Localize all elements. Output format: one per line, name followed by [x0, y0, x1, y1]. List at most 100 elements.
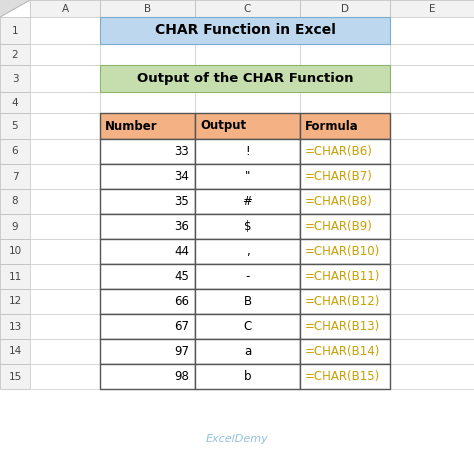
Bar: [390, 339, 474, 364]
Bar: [390, 264, 474, 289]
Text: C: C: [243, 320, 252, 333]
Bar: [195, 264, 300, 289]
Bar: [30, 364, 100, 389]
Bar: [195, 92, 300, 113]
Bar: [30, 239, 100, 264]
Bar: [195, 314, 300, 339]
Text: b: b: [244, 370, 251, 383]
Text: =CHAR(B12): =CHAR(B12): [305, 295, 380, 308]
Bar: [100, 0, 195, 17]
Text: =CHAR(B10): =CHAR(B10): [305, 245, 380, 258]
Text: =CHAR(B7): =CHAR(B7): [305, 170, 373, 183]
Bar: [0, 364, 30, 389]
Text: 1: 1: [12, 26, 18, 35]
Polygon shape: [0, 0, 30, 17]
Bar: [100, 17, 195, 44]
Text: 35: 35: [174, 195, 189, 208]
Bar: [300, 239, 390, 264]
Bar: [100, 164, 195, 189]
Bar: [300, 113, 390, 139]
Bar: [100, 113, 195, 139]
Bar: [0, 113, 30, 139]
Text: 7: 7: [12, 172, 18, 181]
Bar: [100, 214, 195, 239]
Bar: [100, 214, 195, 239]
Bar: [390, 92, 474, 113]
Bar: [195, 189, 300, 214]
Bar: [300, 65, 390, 92]
Text: 98: 98: [174, 370, 189, 383]
Bar: [195, 264, 300, 289]
Bar: [0, 314, 30, 339]
Bar: [195, 214, 300, 239]
Text: 12: 12: [9, 296, 22, 307]
Bar: [0, 139, 30, 164]
Bar: [195, 239, 300, 264]
Bar: [195, 364, 300, 389]
Bar: [30, 65, 100, 92]
Bar: [390, 289, 474, 314]
Bar: [30, 139, 100, 164]
Bar: [300, 364, 390, 389]
Bar: [390, 214, 474, 239]
Bar: [195, 164, 300, 189]
Bar: [300, 214, 390, 239]
Text: =CHAR(B15): =CHAR(B15): [305, 370, 380, 383]
Bar: [195, 65, 300, 92]
Bar: [300, 164, 390, 189]
Bar: [195, 164, 300, 189]
Text: 8: 8: [12, 197, 18, 207]
Bar: [100, 239, 195, 264]
Bar: [300, 189, 390, 214]
Text: 67: 67: [174, 320, 189, 333]
Text: CHAR Function in Excel: CHAR Function in Excel: [155, 23, 336, 38]
Bar: [100, 65, 390, 92]
Text: D: D: [341, 4, 349, 13]
Bar: [30, 189, 100, 214]
Text: 15: 15: [9, 371, 22, 382]
Bar: [100, 264, 195, 289]
Bar: [100, 189, 195, 214]
Bar: [30, 44, 100, 65]
Bar: [300, 139, 390, 164]
Text: =CHAR(B8): =CHAR(B8): [305, 195, 373, 208]
Bar: [100, 113, 195, 139]
Bar: [30, 17, 100, 44]
Bar: [195, 113, 300, 139]
Text: !: !: [245, 145, 250, 158]
Bar: [195, 44, 300, 65]
Text: 11: 11: [9, 272, 22, 282]
Bar: [300, 314, 390, 339]
Bar: [100, 289, 195, 314]
Text: Output: Output: [200, 119, 246, 132]
Text: 66: 66: [174, 295, 189, 308]
Bar: [100, 339, 195, 364]
Bar: [390, 0, 474, 17]
Bar: [100, 17, 390, 44]
Text: 97: 97: [174, 345, 189, 358]
Text: 3: 3: [12, 74, 18, 84]
Bar: [195, 113, 300, 139]
Bar: [300, 189, 390, 214]
Bar: [390, 239, 474, 264]
Text: 33: 33: [174, 145, 189, 158]
Bar: [30, 314, 100, 339]
Bar: [300, 339, 390, 364]
Bar: [300, 214, 390, 239]
Bar: [195, 364, 300, 389]
Text: ,: ,: [246, 245, 249, 258]
Bar: [390, 65, 474, 92]
Text: E: E: [429, 4, 435, 13]
Bar: [30, 113, 100, 139]
Bar: [0, 189, 30, 214]
Bar: [390, 164, 474, 189]
Text: =CHAR(B13): =CHAR(B13): [305, 320, 380, 333]
Bar: [390, 314, 474, 339]
Bar: [100, 139, 195, 164]
Bar: [390, 113, 474, 139]
Text: 9: 9: [12, 221, 18, 232]
Bar: [30, 289, 100, 314]
Bar: [0, 339, 30, 364]
Bar: [0, 92, 30, 113]
Text: Output of the CHAR Function: Output of the CHAR Function: [137, 72, 353, 85]
